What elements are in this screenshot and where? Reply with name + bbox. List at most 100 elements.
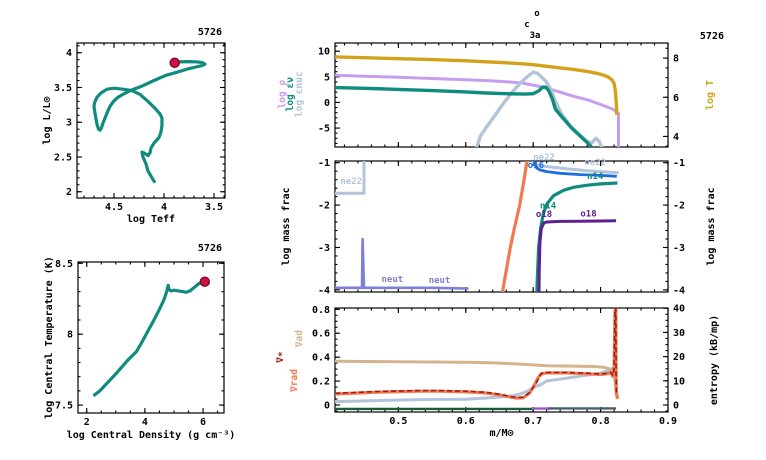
plot-frame	[334, 307, 669, 413]
y2-tick-label: 4	[673, 132, 679, 143]
hr-diagram-x-axis-label: log Teff	[127, 214, 175, 225]
annotation-n14: n14	[540, 201, 557, 211]
y-tick-label: 2	[66, 187, 72, 198]
y2-tick-label: -2	[673, 201, 685, 212]
y-tick-label: 0.6	[312, 329, 330, 340]
tc-rhoc-diagram-y-axis-label: log Central Temperature (K)	[44, 256, 55, 419]
y-tick-label: 0	[324, 98, 330, 109]
x-tick-label: 6	[200, 417, 206, 428]
tc-rhoc-diagram-x-axis-label: log Central Density (g cm⁻³)	[67, 429, 236, 441]
series-tc-rhoc-track	[92, 279, 206, 398]
x-tick-label: 0.5	[389, 416, 407, 427]
annotation-o18: o18	[536, 210, 552, 220]
y-axis-label-log ρ: log ρ	[277, 80, 288, 109]
x-tick-label: 4.5	[105, 202, 123, 213]
series-log-rho	[335, 73, 620, 147]
annotation-n14: n14	[587, 172, 604, 182]
series-log-eps-nu	[335, 85, 594, 147]
x-tick-label: 4	[142, 417, 148, 428]
y-tick-label: 3	[66, 118, 72, 129]
x-tick-label: 4	[161, 202, 167, 213]
annotation-3a: 3a	[530, 31, 541, 41]
annotation-ne22: ne22	[584, 158, 606, 168]
series-log-eps-nuc	[474, 70, 604, 147]
y-tick-label: -4	[318, 285, 330, 296]
y-axis-label-∇ad: ∇ad	[294, 330, 305, 348]
y-axis-label-log εnuc: log εnuc	[294, 71, 305, 117]
y-tick-label: -3	[318, 243, 330, 254]
profile-gradients-panel: 0.5 0.6 0.7 0.8 0.9 0 0.2 0.4 0.6 0.8 0 10 20 30 40 m/M…	[275, 304, 720, 439]
plot-frame	[334, 160, 669, 293]
annotation-ne22: ne22	[340, 177, 362, 187]
plot-frame	[334, 42, 669, 148]
y-tick-label: 0.2	[312, 377, 330, 388]
y-tick-label: 3.5	[54, 83, 72, 94]
profile-structure-panel-title: 5726	[700, 31, 724, 42]
annotation-o: o	[534, 9, 539, 19]
series-evolution-track	[92, 60, 207, 184]
plot-frame	[76, 42, 226, 199]
y-tick-label: 0.4	[312, 353, 330, 364]
annotation-neut: neut	[382, 275, 404, 285]
series-grad-rad	[335, 308, 620, 400]
y-tick-label: -5	[318, 124, 330, 135]
series-neut	[335, 237, 469, 290]
y-tick-label: 8.5	[55, 259, 73, 270]
series-o16	[532, 161, 617, 178]
profile-abundance-panel-y2-axis-label: log mass frac	[706, 187, 717, 265]
profile-abundance-panel: -1 -2 -3 -4 -1 -2 -3 -4 log mass frac log mass fr…	[281, 153, 717, 296]
y-axis-label-∇rad: ∇rad	[289, 369, 300, 393]
annotation-ne22: ne22	[533, 153, 555, 163]
y2-tick-label: -3	[673, 243, 685, 254]
x-tick-label: 0.7	[524, 416, 542, 427]
y-tick-label: 2.5	[54, 152, 72, 163]
hr-diagram-title: 5726	[198, 27, 222, 38]
y-tick-label: 10	[318, 47, 330, 58]
x-tick-label: 0.8	[592, 416, 610, 427]
profile-structure-panel-y2-axis-label: log T	[705, 80, 716, 110]
series-ne22	[335, 161, 619, 195]
series-grad-ad	[335, 359, 619, 400]
y2-tick-label: 6	[673, 93, 679, 104]
series-log-T	[335, 55, 619, 115]
annotation-o16: o16	[528, 161, 544, 171]
y-tick-label: -1	[318, 158, 330, 169]
x-tick-label: 2	[84, 417, 90, 428]
y-tick-label: 0	[324, 401, 330, 412]
x-tick-label: 0.6	[457, 416, 475, 427]
annotation-o18: o18	[580, 210, 596, 220]
y2-tick-label: -4	[673, 285, 685, 296]
y2-tick-label: 30	[673, 328, 685, 339]
x-tick-label: 3.5	[205, 202, 223, 213]
y-tick-label: 7.5	[55, 401, 73, 412]
current-model-marker	[169, 57, 180, 69]
series-o18	[537, 219, 617, 292]
profile-gradients-panel-y2-axis-label: entropy (kB/mp)	[709, 315, 720, 405]
series-h1	[500, 161, 529, 292]
annotation-neut: neut	[429, 276, 451, 286]
current-model-marker	[199, 276, 211, 287]
profile-abundance-panel-y-axis-label: log mass frac	[281, 187, 292, 265]
y2-tick-label: -1	[673, 158, 685, 169]
y2-tick-label: 40	[673, 304, 685, 315]
y-axis-label-∇∗: ∇∗	[275, 351, 286, 363]
y-tick-label: 5	[324, 72, 330, 83]
tc-rhoc-diagram: 2 4 6 7.5 8 8.5 log Central Density (g cm⁻³) lo…	[44, 243, 235, 441]
annotation-c: c	[524, 20, 529, 30]
series-grad-star	[335, 308, 618, 399]
y2-tick-label: 20	[673, 352, 685, 363]
y-tick-label: -2	[318, 201, 330, 212]
y2-tick-label: 8	[673, 54, 679, 65]
plot-frame	[77, 261, 225, 414]
y-tick-label: 4	[66, 48, 72, 59]
y-tick-label: 0.8	[312, 305, 330, 316]
x-tick-label: 0.9	[659, 416, 677, 427]
tc-rhoc-diagram-title: 5726	[198, 243, 222, 254]
hr-diagram-y-axis-label: log L/L⊙	[42, 96, 53, 144]
y2-tick-label: 0	[673, 400, 679, 411]
y-axis-label-log εν: log εν	[285, 77, 296, 112]
profile-gradients-panel-x-axis-label: m/M⊙	[489, 428, 513, 439]
